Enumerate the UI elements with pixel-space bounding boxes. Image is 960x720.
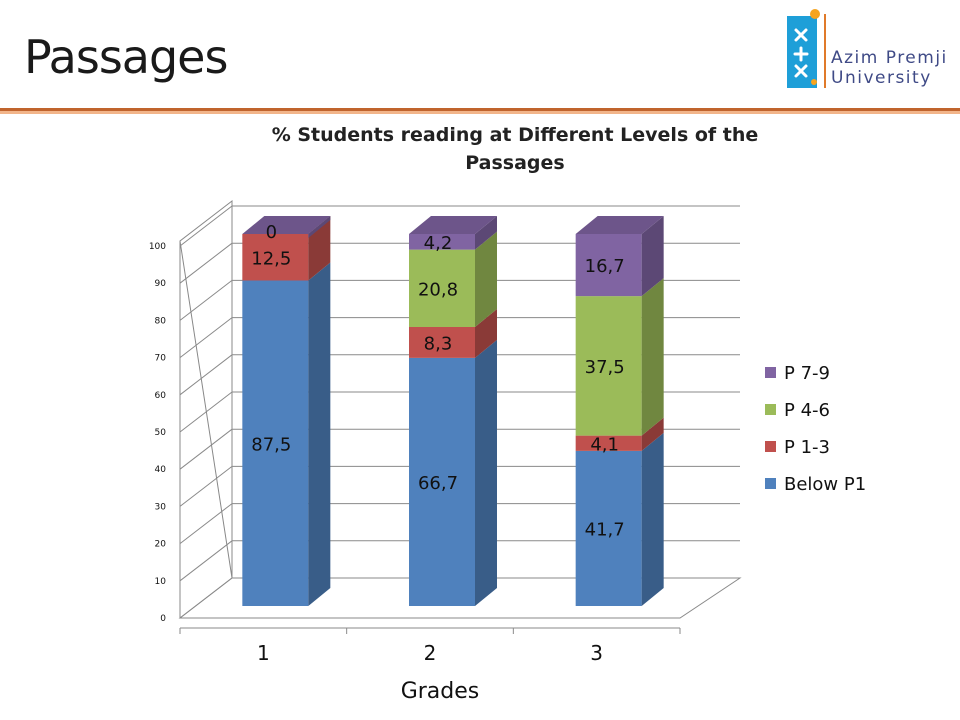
gridline-depth (179, 391, 233, 433)
bar-side (641, 278, 664, 436)
gridline-depth (179, 466, 233, 507)
y-tick-label: 90 (155, 279, 167, 289)
bar-segment (575, 296, 642, 436)
chart-title-line-1: % Students reading at Different Levels o… (272, 124, 759, 146)
y-tick-label: 60 (155, 391, 167, 401)
bar-side (308, 262, 331, 606)
gridline-depth (179, 428, 233, 470)
bar-side (641, 432, 664, 606)
data-label: 87,5 (251, 434, 291, 455)
bar-side (475, 309, 497, 358)
gridline-depth (179, 317, 233, 358)
y-tick-label: 100 (149, 242, 166, 252)
data-label: 12,5 (251, 248, 291, 269)
university-logo: Azim Premji University (778, 8, 953, 92)
gridline-depth (179, 503, 233, 544)
data-label: 16,7 (585, 256, 625, 277)
bar-segment (242, 280, 309, 606)
y-tick-label: 10 (155, 577, 167, 587)
bar-segment (575, 234, 642, 297)
bar-segment (409, 249, 475, 327)
data-label: 8,3 (424, 333, 453, 354)
gridline-depth (179, 280, 233, 321)
y-tick-label: 0 (160, 614, 166, 624)
data-label: 41,7 (585, 519, 625, 540)
x-tick-label: 3 (590, 641, 603, 665)
y-tick-label: 20 (155, 540, 167, 550)
bar-side (641, 216, 664, 297)
x-tick-label: 2 (424, 641, 437, 665)
legend-label: P 1-3 (784, 437, 830, 458)
chart-title-line-2: Passages (465, 152, 564, 174)
gridline-depth (179, 205, 233, 247)
bar-side (475, 216, 497, 250)
legend-label: P 4-6 (784, 400, 830, 421)
bar-segment (575, 450, 642, 606)
bar-side (475, 339, 497, 606)
star-cluster-icon (787, 9, 820, 88)
y-tick-label: 80 (155, 316, 167, 326)
bar-segment (242, 234, 309, 281)
y-tick-label: 30 (155, 502, 167, 512)
data-label: 4,2 (424, 233, 453, 254)
legend-swatch (765, 441, 776, 452)
bar-segment (409, 327, 475, 358)
bar-top (242, 216, 331, 234)
title-rule (0, 108, 960, 111)
legend-swatch (765, 404, 776, 415)
data-label: 4,1 (590, 434, 619, 455)
legend-swatch (765, 478, 776, 489)
logo-line-1: Azim Premji (831, 48, 948, 68)
bar-side (308, 216, 331, 238)
x-tick-label: 1 (257, 641, 270, 665)
legend-label: P 7-9 (784, 363, 830, 384)
data-label: 66,7 (418, 473, 458, 494)
data-label: 0 (266, 222, 277, 243)
floor (178, 577, 742, 619)
bar-top (409, 216, 497, 234)
x-axis-title: Grades (401, 679, 480, 704)
data-label: 37,5 (585, 357, 625, 378)
bar-top (575, 216, 664, 234)
logo-divider (824, 14, 826, 88)
title-rule-shadow (0, 111, 960, 114)
legend-label: Below P1 (784, 474, 866, 495)
bar-segment (575, 435, 642, 451)
side-wall (179, 199, 233, 579)
y-tick-label: 50 (155, 428, 167, 438)
bar-segment (409, 357, 475, 606)
logo-line-2: University (831, 68, 932, 88)
y-tick-label: 40 (155, 465, 167, 475)
y-tick-label: 70 (155, 354, 167, 364)
bar-segment (409, 234, 475, 250)
bar-side (641, 417, 664, 451)
gridline-depth (179, 354, 233, 396)
slide-title: Passages (24, 30, 228, 84)
gridline-depth (179, 242, 233, 284)
data-label: 20,8 (418, 279, 458, 300)
bar-side (475, 231, 497, 327)
gridline-depth (179, 540, 233, 582)
legend-swatch (765, 367, 776, 378)
